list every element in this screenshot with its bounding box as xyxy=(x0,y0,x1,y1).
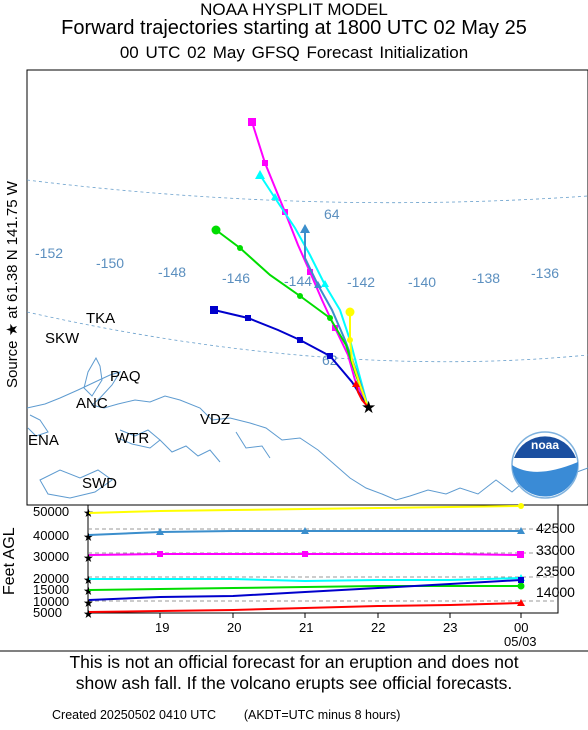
height-trace-blue xyxy=(88,577,524,601)
place-ena: ENA xyxy=(28,432,59,449)
map-frame xyxy=(26,69,588,506)
source-star-icon: ★ xyxy=(361,398,376,418)
svg-text:★: ★ xyxy=(83,607,94,621)
lon-label-142: -142 xyxy=(347,274,375,290)
trajectory-yellow xyxy=(345,307,369,408)
lon-label-136: -136 xyxy=(531,265,559,281)
time-tick-19: 19 xyxy=(155,620,169,635)
lon-label-148: -148 xyxy=(158,264,186,280)
height-trace-steelblue xyxy=(88,527,525,536)
svg-text:★: ★ xyxy=(83,530,94,544)
svg-text:★: ★ xyxy=(83,506,94,520)
svg-text:★: ★ xyxy=(83,596,94,610)
disclaimer-line-2: show ash fall. If the volcano erupts see… xyxy=(75,673,513,693)
created-timestamp: Created 20250502 0410 UTC xyxy=(52,708,217,722)
svg-text:★: ★ xyxy=(83,573,94,587)
lon-label-152: -152 xyxy=(35,245,63,261)
start-height-33000: 33000 xyxy=(536,542,575,558)
height-tick-20000: 20000 xyxy=(33,571,69,586)
svg-text:★: ★ xyxy=(83,551,94,565)
footer: Created 20250502 0410 UTC (AKDT=UTC minu… xyxy=(52,708,400,722)
latitude-line-62 xyxy=(27,311,588,363)
time-tick-00: 00 xyxy=(514,620,528,635)
height-trace-red xyxy=(88,599,525,613)
svg-text:★: ★ xyxy=(83,584,94,598)
trajectory-cyan xyxy=(255,170,369,408)
lon-label-146: -146 xyxy=(222,270,250,286)
svg-text:noaa: noaa xyxy=(531,438,559,452)
disclaimer: This is not an official forecast for an … xyxy=(0,652,588,694)
time-tick-21: 21 xyxy=(299,620,313,635)
trajectory-blue xyxy=(210,306,369,408)
place-skw: SKW xyxy=(45,330,80,347)
latitude-line-64 xyxy=(27,179,588,204)
trajectory-title: Forward trajectories starting at 1800 UT… xyxy=(61,17,527,39)
height-tick-50000: 50000 xyxy=(33,504,69,519)
place-vdz: VDZ xyxy=(200,411,230,428)
time-tick-20: 20 xyxy=(227,620,241,635)
height-trace-yellow xyxy=(88,503,524,514)
trajectory-red xyxy=(352,380,369,408)
place-wtr: WTR xyxy=(115,430,149,447)
height-trace-green xyxy=(88,582,525,591)
timezone-note: (AKDT=UTC minus 8 hours) xyxy=(243,708,401,722)
time-tick-marks xyxy=(159,613,522,618)
date-label: 05/03 xyxy=(504,634,537,649)
place-paq: PAQ xyxy=(110,368,141,385)
lon-label-144: -144 xyxy=(284,273,312,289)
map-and-height-figure: Source ★ at 61.38 N 141.75 W -152 -150 -… xyxy=(0,69,588,652)
height-trace-magenta xyxy=(88,551,524,558)
height-tick-15000: 15000 xyxy=(33,582,69,597)
time-tick-23: 23 xyxy=(443,620,457,635)
height-tick-5000: 5000 xyxy=(33,605,62,620)
lat-label-62: 62 xyxy=(322,352,338,368)
height-panel-frame xyxy=(87,504,559,614)
start-height-23500: 23500 xyxy=(536,563,575,579)
coastline xyxy=(27,356,588,501)
height-tick-40000: 40000 xyxy=(33,528,69,543)
time-tick-22: 22 xyxy=(371,620,385,635)
start-height-14000: 14000 xyxy=(536,584,575,600)
noaa-logo: noaa xyxy=(511,431,579,499)
lon-label-138: -138 xyxy=(472,270,500,286)
lat-label-64: 64 xyxy=(324,206,340,222)
model-title: NOAA HYSPLIT MODEL xyxy=(200,0,388,19)
start-height-42500: 42500 xyxy=(536,520,575,536)
height-start-stars: ★★★ ★★★★ xyxy=(83,506,94,621)
place-tka: TKA xyxy=(86,310,115,327)
lon-label-150: -150 xyxy=(96,255,124,271)
forecast-initialization: 00 UTC 02 May GFSQ Forecast Initializati… xyxy=(119,43,469,62)
place-anc: ANC xyxy=(76,395,108,412)
lon-label-140: -140 xyxy=(408,274,436,290)
height-tick-10000: 10000 xyxy=(33,594,69,609)
height-tick-30000: 30000 xyxy=(33,549,69,564)
disclaimer-line-1: This is not an official forecast for an … xyxy=(69,652,519,672)
source-location-label: Source ★ at 61.38 N 141.75 W xyxy=(4,180,21,388)
place-swd: SWD xyxy=(82,475,117,492)
height-axis-label: Feet AGL xyxy=(1,527,18,595)
